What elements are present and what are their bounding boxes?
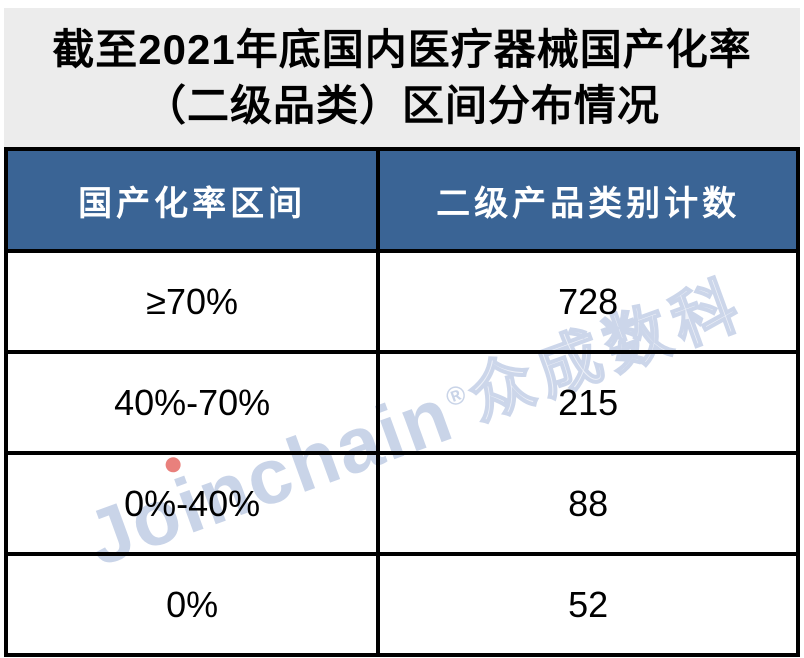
table-header-row: 国产化率区间 二级产品类别计数 bbox=[3, 147, 800, 253]
title-line-2: （二级品类）区间分布情况 bbox=[143, 82, 660, 129]
cell-count: 728 bbox=[376, 249, 800, 354]
cell-range: 0%-40% bbox=[3, 451, 381, 556]
cell-count: 52 bbox=[376, 552, 800, 657]
cell-range: 0% bbox=[3, 552, 381, 657]
table-row: 0% 52 bbox=[3, 552, 800, 657]
table-row: ≥70% 728 bbox=[3, 249, 800, 354]
title-line-1: 截至2021年底国内医疗器械国产化率 bbox=[52, 26, 752, 73]
table-row: 0%-40% 88 bbox=[3, 451, 800, 556]
cell-count: 88 bbox=[376, 451, 800, 556]
cell-range: ≥70% bbox=[3, 249, 381, 354]
data-table: 国产化率区间 二级产品类别计数 ≥70% 728 40%-70% 215 0%-… bbox=[3, 147, 800, 657]
cell-count: 215 bbox=[376, 350, 800, 455]
column-header-range: 国产化率区间 bbox=[3, 147, 381, 253]
chart-title: 截至2021年底国内医疗器械国产化率 （二级品类）区间分布情况 bbox=[4, 8, 800, 147]
cell-range: 40%-70% bbox=[3, 350, 381, 455]
column-header-count: 二级产品类别计数 bbox=[376, 147, 800, 253]
table-row: 40%-70% 215 bbox=[3, 350, 800, 455]
table-container: Joinchain®众成数科 国产化率区间 二级产品类别计数 ≥70% 728 bbox=[3, 147, 800, 657]
